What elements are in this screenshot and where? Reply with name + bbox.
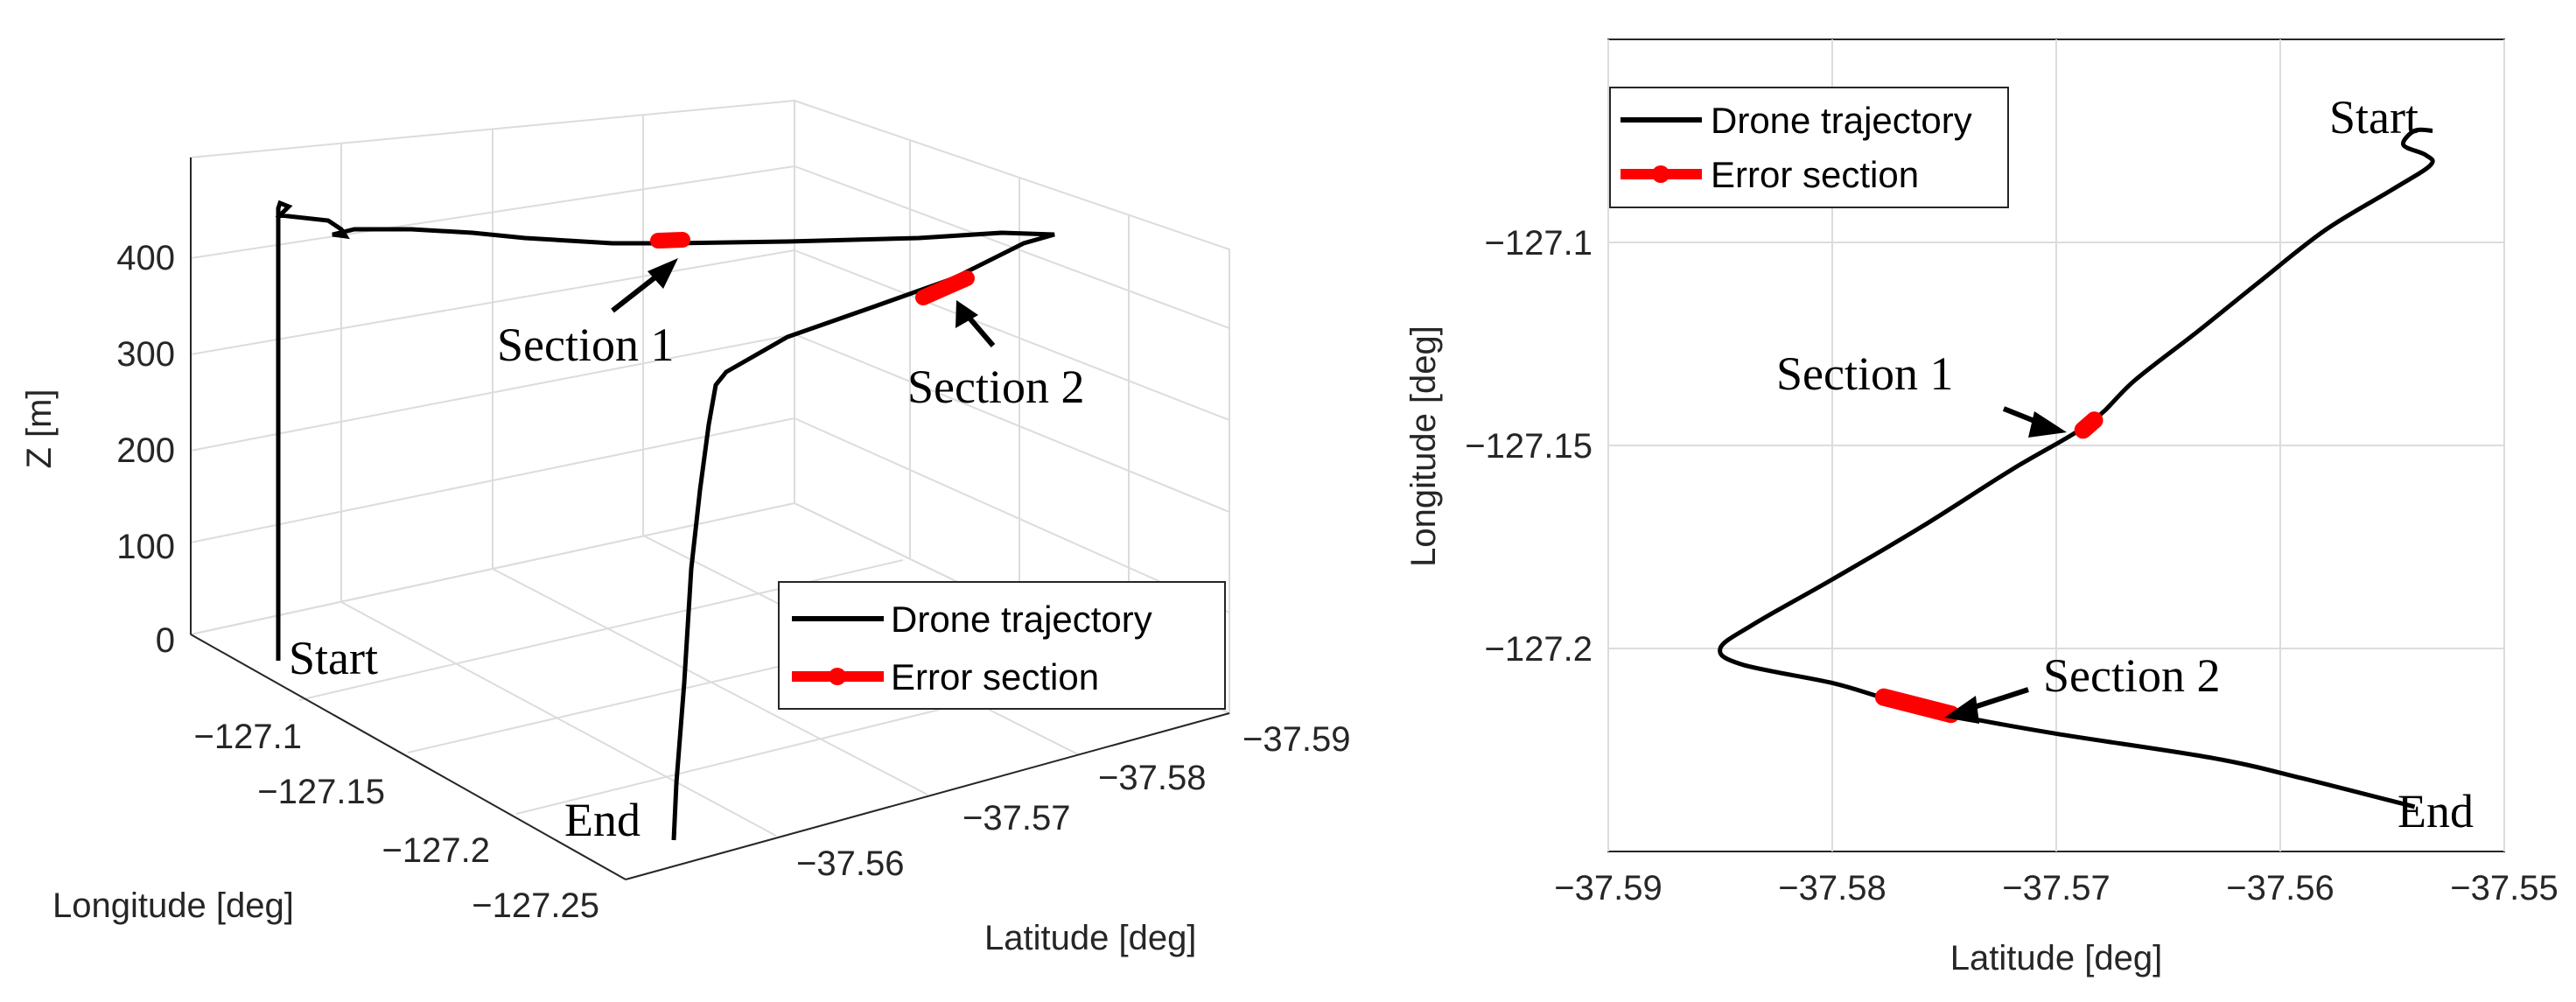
2d-x-axis-label: Latitude [deg] xyxy=(1950,939,2162,977)
3d-error-section-1 xyxy=(650,232,690,249)
2d-legend-label-error: Error section xyxy=(1711,154,1919,195)
2d-y-axis-label: Longitude [deg] xyxy=(1404,326,1443,567)
2d-x-tick-label: −37.56 xyxy=(2226,869,2334,907)
3d-drone-trajectory-line xyxy=(275,200,1055,841)
3d-grid-line xyxy=(340,601,777,837)
3d-annotation-section-2: Section 2 xyxy=(907,361,1084,413)
3d-y-tick-label: −37.58 xyxy=(1098,759,1206,797)
3d-z-tick-label: 200 xyxy=(116,431,175,470)
3d-y-axis-label: Latitude [deg] xyxy=(984,919,1196,957)
2d-annotation-section-1: Section 1 xyxy=(1776,347,1953,400)
3d-z-tick-label: 100 xyxy=(116,528,175,566)
3d-x-ticks: −127.1 −127.15 −127.2 −127.25 xyxy=(194,718,599,925)
3d-legend-label-error: Error section xyxy=(891,656,1099,697)
3d-legend-box xyxy=(778,581,1226,710)
2d-x-tick-label: −37.57 xyxy=(2002,869,2110,907)
2d-annotation-arrow-2 xyxy=(1944,687,2029,724)
3d-x-axis-label: Longitude [deg] xyxy=(52,886,294,925)
2d-legend: Drone trajectory Error section xyxy=(1609,87,2009,208)
3d-annotation-arrow-2 xyxy=(956,300,996,347)
2d-drone-trajectory-line xyxy=(1718,127,2435,809)
2d-y-ticks: −127.1 −127.15 −127.2 xyxy=(1465,224,1592,669)
3d-annotation-end: End xyxy=(564,794,640,846)
3d-y-tick-label: −37.56 xyxy=(796,844,904,883)
3d-y-axis xyxy=(625,712,1230,880)
2d-x-tick-label: −37.58 xyxy=(1778,869,1886,907)
3d-x-tick-label: −127.2 xyxy=(382,831,490,870)
2d-x-tick-label: −37.55 xyxy=(2450,869,2558,907)
3d-x-tick-label: −127.1 xyxy=(194,718,302,756)
3d-x-tick-label: −127.15 xyxy=(257,773,385,811)
3d-legend-label-trajectory: Drone trajectory xyxy=(891,599,1152,640)
3d-x-axis xyxy=(190,634,626,880)
3d-legend: Drone trajectory Error section xyxy=(778,581,1226,710)
2d-y-tick-label: −127.15 xyxy=(1465,427,1592,466)
3d-grid-line xyxy=(794,249,1230,421)
plot-2d-trajectory: −37.59 −37.58 −37.57 −37.56 −37.55 −127.1−12… xyxy=(1404,39,2558,977)
2d-x-ticks: −37.59 −37.58 −37.57 −37.56 −37.55 xyxy=(1554,869,2558,907)
2d-annotation-section-2: Section 2 xyxy=(2043,649,2220,702)
3d-y-ticks: −37.56 −37.57 −37.58 −37.59 xyxy=(796,720,1350,883)
2d-annotation-end: End xyxy=(2398,785,2474,837)
2d-y-tick-label: −127.1 xyxy=(1485,224,1592,263)
2d-legend-box xyxy=(1609,87,2009,208)
3d-z-tick-label: 400 xyxy=(116,239,175,277)
3d-legend-marker-error xyxy=(829,668,846,685)
2d-annotation-arrow-1 xyxy=(2002,406,2067,438)
3d-z-axis-label: Z [m] xyxy=(20,389,59,468)
3d-y-tick-label: −37.57 xyxy=(962,799,1070,837)
3d-grid-line xyxy=(794,333,1230,513)
3d-x-tick-label: −127.25 xyxy=(472,886,599,925)
3d-annotation-start: Start xyxy=(289,632,378,684)
3d-grid-line xyxy=(794,417,1230,613)
2d-error-section-1 xyxy=(2074,411,2104,439)
2d-error-sections xyxy=(1874,411,2104,724)
3d-axes-box xyxy=(188,99,1232,881)
2d-error-section-2 xyxy=(1874,688,1960,724)
3d-z-ticks: 400 300 200 100 0 xyxy=(116,239,175,660)
2d-legend-label-trajectory: Drone trajectory xyxy=(1711,100,1972,141)
3d-error-section-2 xyxy=(915,270,975,305)
3d-annotation-arrow-1 xyxy=(611,258,678,313)
2d-y-tick-label: −127.2 xyxy=(1485,630,1592,669)
3d-y-tick-label: −37.59 xyxy=(1242,720,1350,759)
2d-annotation-start: Start xyxy=(2329,91,2418,144)
2d-x-tick-label: −37.59 xyxy=(1554,869,1662,907)
3d-z-tick-label: 300 xyxy=(116,335,175,374)
3d-annotation-section-1: Section 1 xyxy=(497,319,674,371)
3d-z-tick-label: 0 xyxy=(156,621,175,660)
2d-legend-marker-error xyxy=(1652,165,1670,183)
plot-3d-trajectory: 400 300 200 100 0 −127.1 −127.15 −127.2 … xyxy=(20,99,1350,957)
